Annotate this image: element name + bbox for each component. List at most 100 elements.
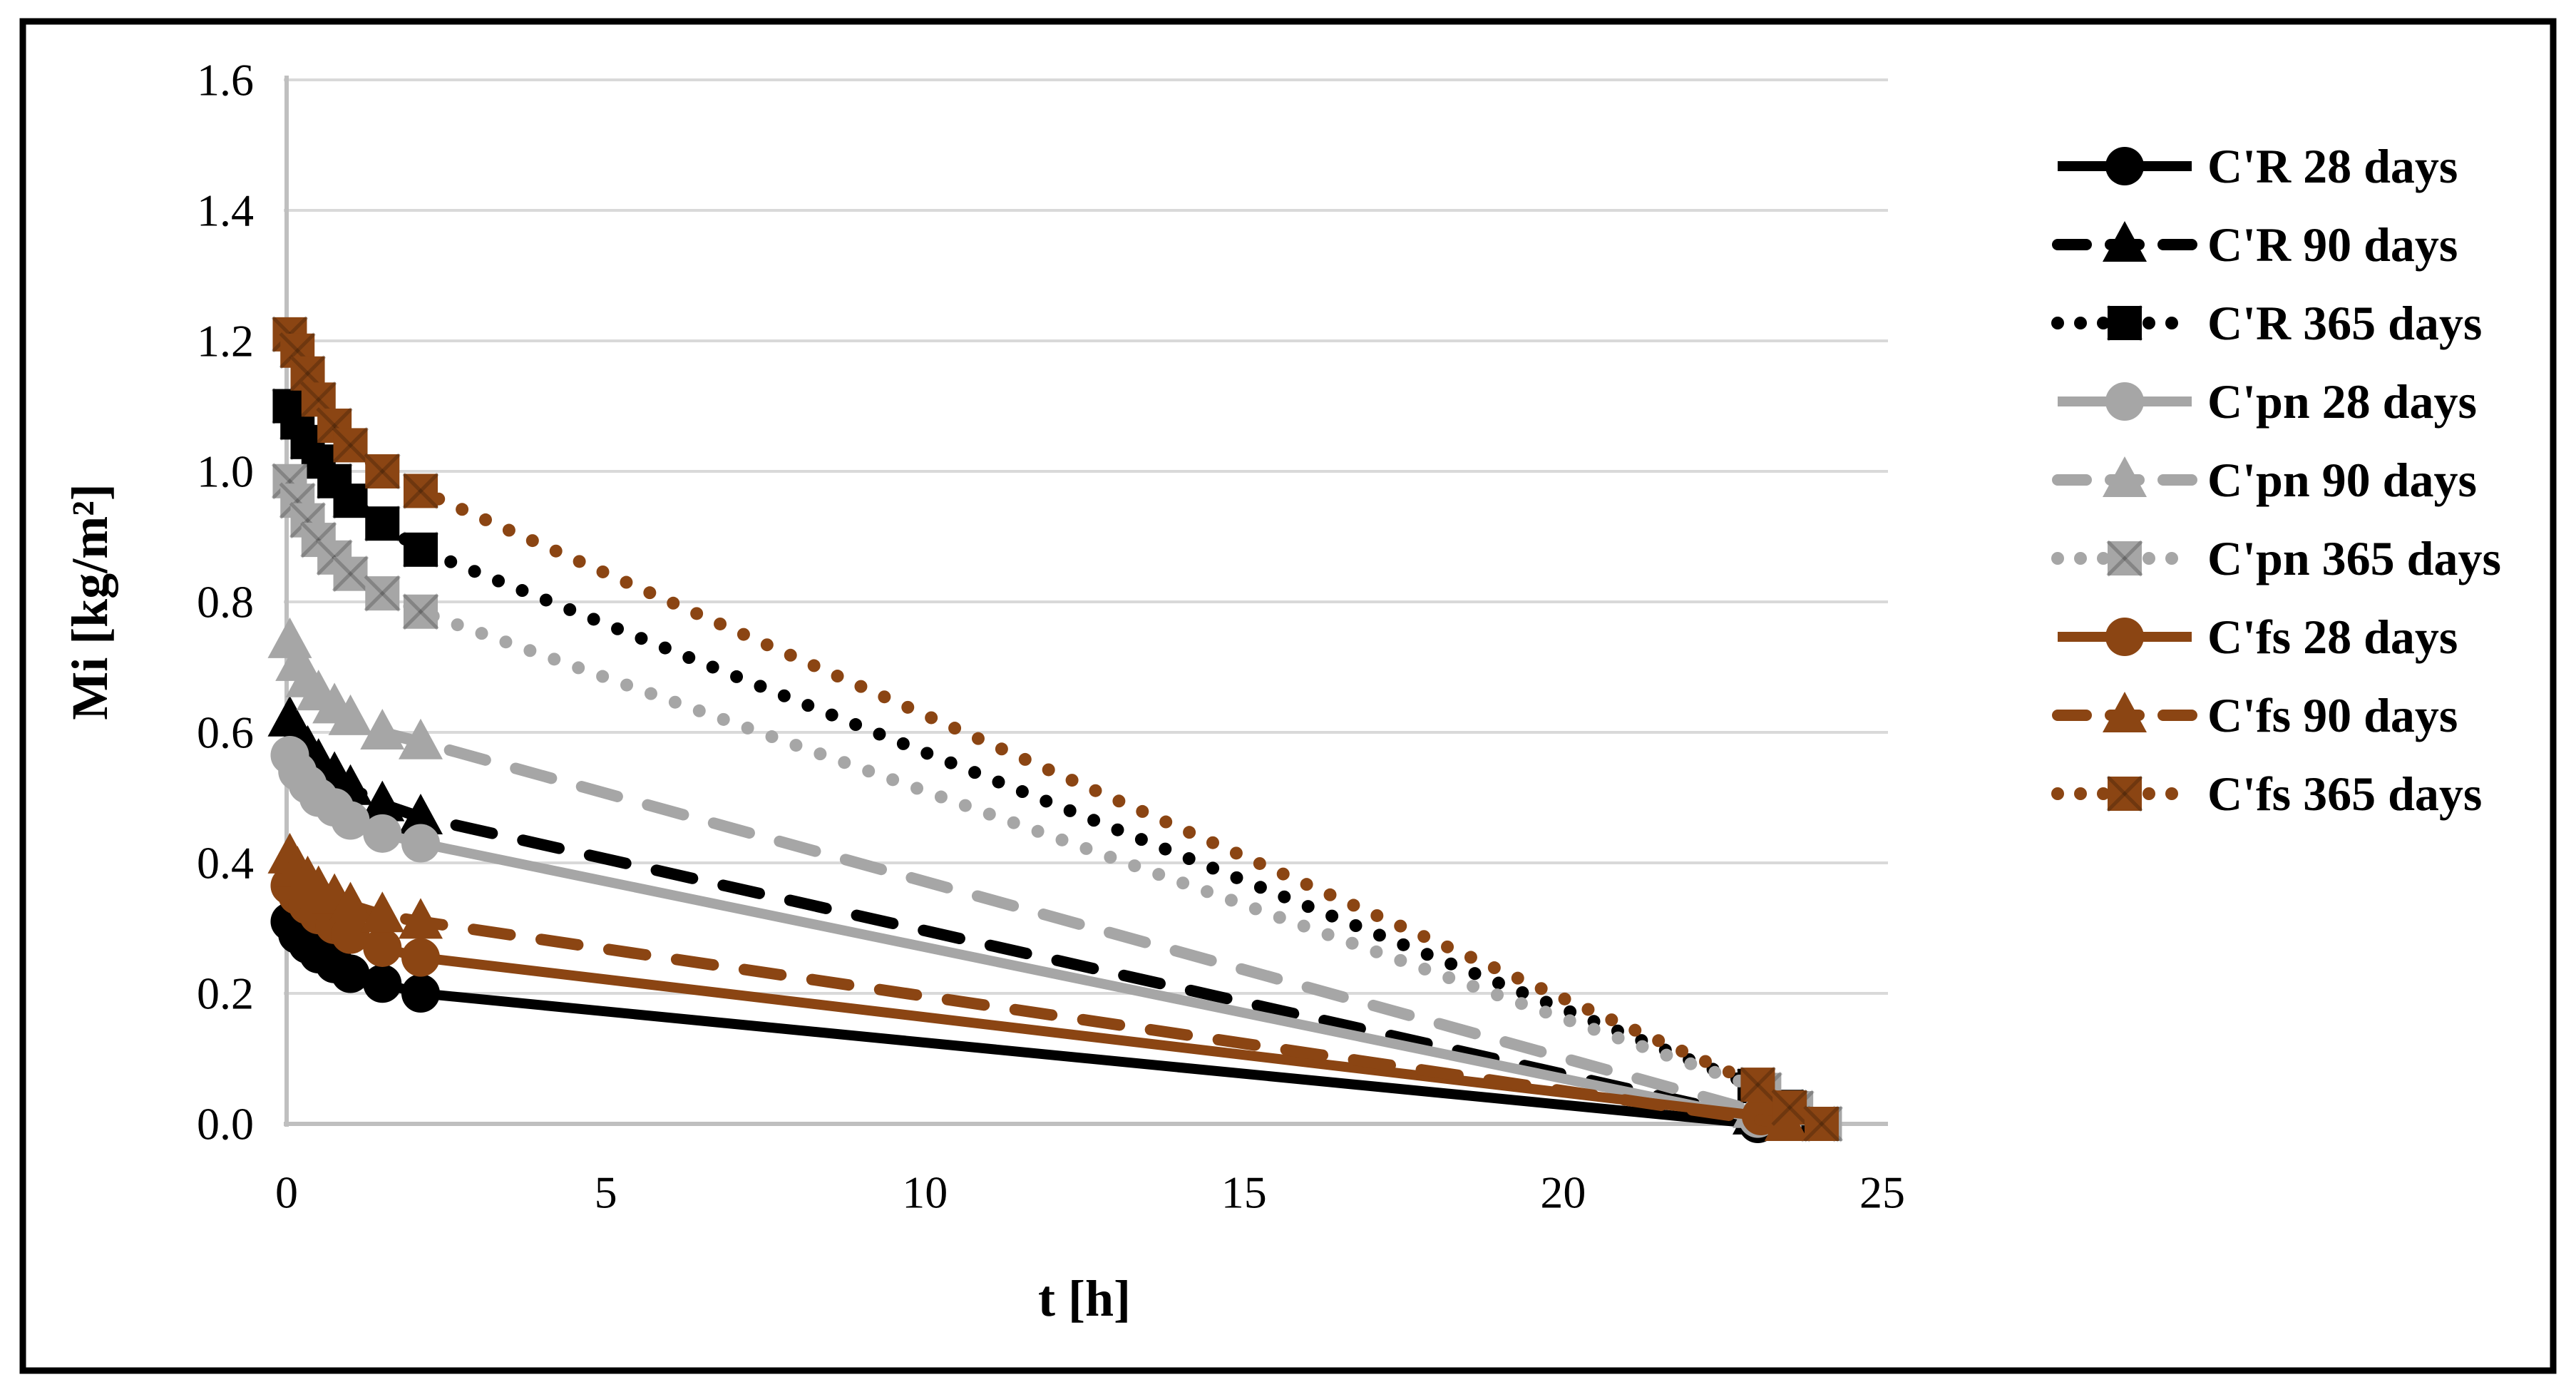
square-cross	[1739, 1066, 1777, 1103]
square-cross	[299, 443, 337, 481]
square-cross	[2106, 304, 2143, 342]
data-point-square	[2108, 541, 2142, 575]
data-point-triangle	[2103, 221, 2147, 262]
data-point-square	[1772, 1090, 1807, 1125]
square-cross	[1771, 1089, 1808, 1126]
square-cross	[289, 501, 327, 539]
square-cross	[1803, 1105, 1840, 1142]
legend-label: C'fs 28 days	[2207, 610, 2458, 664]
y-tick-label: 1.0	[197, 446, 254, 497]
data-point-circle	[363, 814, 402, 853]
series-c-fs-90-days	[267, 832, 1809, 1141]
y-tick-label: 1.2	[197, 316, 254, 367]
square-cross	[1739, 1066, 1777, 1103]
square-cross	[299, 521, 337, 558]
legend-label: C'fs 365 days	[2207, 767, 2482, 821]
square-cross	[402, 531, 439, 568]
x-tick-label: 25	[1859, 1167, 1905, 1218]
square-cross	[316, 407, 353, 444]
square-cross	[364, 505, 401, 542]
data-point-circle	[331, 915, 370, 954]
data-point-circle	[401, 824, 440, 863]
square-cross	[1803, 1105, 1840, 1142]
data-point-circle	[363, 964, 402, 1003]
y-tick-label: 0.4	[197, 838, 254, 889]
legend-label: C'pn 90 days	[2207, 453, 2477, 507]
square-cross	[332, 426, 369, 464]
legend-label: C'R 28 days	[2207, 139, 2458, 193]
data-point-triangle	[2103, 456, 2147, 497]
square-cross	[2106, 304, 2143, 342]
data-point-square	[2108, 777, 2142, 811]
series-c-pn-28-days	[270, 736, 1777, 1138]
data-point-circle	[331, 801, 370, 840]
legend-entry-c-pn-365-days: C'pn 365 days	[2051, 531, 2501, 585]
square-cross	[271, 462, 309, 500]
y-tick-label: 1.6	[197, 55, 254, 106]
square-cross	[1771, 1089, 1808, 1126]
square-cross	[299, 381, 337, 419]
data-point-square	[333, 483, 368, 518]
square-cross	[316, 462, 353, 500]
legend-entry-c-pn-28-days: C'pn 28 days	[2058, 374, 2477, 429]
square-cross	[332, 555, 369, 593]
data-point-square	[403, 532, 438, 567]
square-cross	[364, 575, 401, 612]
square-cross	[364, 575, 401, 612]
y-tick-label: 1.4	[197, 185, 254, 236]
square-cross	[279, 482, 316, 519]
square-cross	[364, 453, 401, 490]
x-axis-title: t [h]	[1038, 1270, 1131, 1327]
legend-entry-c-fs-90-days: C'fs 90 days	[2052, 688, 2458, 742]
square-cross	[332, 426, 369, 464]
data-point-circle	[2105, 147, 2144, 185]
y-axis-title: Mi [kg/m²]	[61, 483, 118, 720]
tick-labels: 0.0 0.2 0.4 0.6 0.8 1.0 1.2 1.4 1.6 0 5 10 15 20 25	[197, 55, 1905, 1218]
legend-entry-c-r-365-days: C'R 365 days	[2051, 296, 2482, 350]
square-cross	[364, 453, 401, 490]
figure-border	[19, 18, 2557, 1374]
data-point-circle	[401, 938, 440, 977]
data-point-square	[1804, 1107, 1839, 1141]
data-point-triangle	[398, 718, 443, 759]
square-cross	[332, 482, 369, 519]
legend-entry-c-fs-365-days: C'fs 365 days	[2051, 767, 2482, 821]
square-cross	[332, 482, 369, 519]
y-tick-label: 0.2	[197, 968, 254, 1019]
y-tick-label: 0.0	[197, 1099, 254, 1150]
square-cross	[402, 593, 439, 630]
data-point-square	[333, 428, 368, 463]
legend-entry-c-r-28-days: C'R 28 days	[2058, 139, 2458, 193]
series-c-fs-365-days	[271, 316, 1840, 1142]
data-point-circle	[363, 928, 402, 967]
data-point-square	[365, 576, 400, 611]
x-tick-label: 10	[902, 1167, 948, 1218]
data-point-square	[333, 556, 368, 591]
square-cross	[402, 472, 439, 510]
data-point-square	[403, 474, 438, 508]
legend-label: C'fs 90 days	[2207, 688, 2458, 742]
data-point-triangle	[360, 780, 405, 822]
axis-lines	[284, 76, 1888, 1127]
x-tick-label: 5	[595, 1167, 617, 1218]
data-point-square	[1740, 1068, 1775, 1102]
y-tick-label: 0.6	[197, 707, 254, 758]
square-cross	[2106, 540, 2143, 577]
square-cross	[402, 472, 439, 510]
x-tick-label: 15	[1221, 1167, 1267, 1218]
legend-entry-c-fs-28-days: C'fs 28 days	[2058, 610, 2458, 664]
legend-label: C'R 365 days	[2207, 296, 2482, 350]
data-point-triangle	[328, 881, 373, 923]
y-tick-label: 0.8	[197, 577, 254, 628]
data-point-square	[365, 454, 400, 488]
square-cross	[2106, 540, 2143, 577]
data-point-square	[365, 506, 400, 541]
square-cross	[402, 593, 439, 630]
data-point-triangle	[360, 709, 405, 749]
square-cross	[289, 354, 327, 392]
data-point-triangle	[2103, 692, 2147, 732]
data-point-triangle	[398, 898, 443, 939]
